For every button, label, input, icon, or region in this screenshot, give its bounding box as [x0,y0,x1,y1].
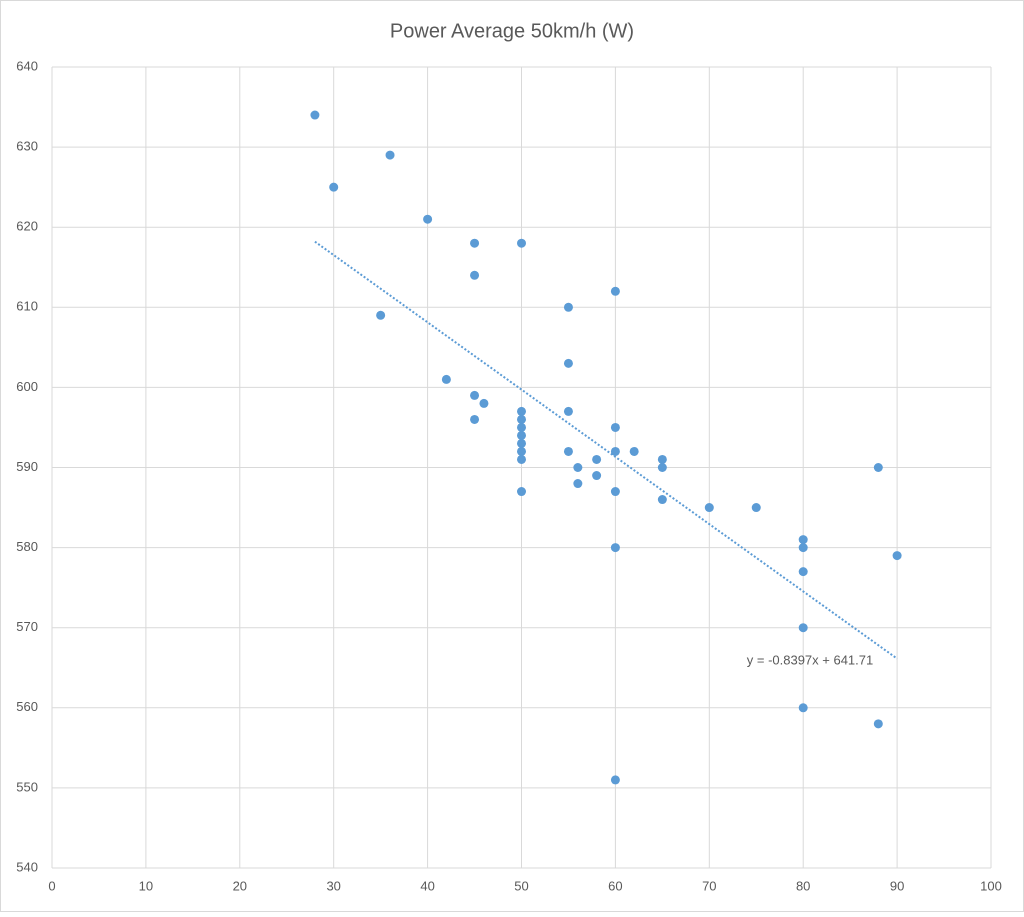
point [573,463,583,472]
point [592,454,602,464]
point [563,406,573,416]
y-tick-label: 540 [16,859,38,874]
y-tick-label: 550 [16,779,38,794]
trendline-label: y = -0.8397x + 641.71 [747,652,873,667]
y-tick-label: 570 [16,619,38,634]
point [563,358,573,368]
x-tick-label: 100 [980,878,1002,893]
point [385,150,395,160]
point [798,703,808,713]
trendline [314,240,898,660]
point [470,270,480,280]
point [610,422,620,432]
point [798,567,808,577]
y-tick-label: 580 [16,539,38,554]
point [873,463,883,472]
point [329,182,339,192]
point [517,446,526,456]
point [310,110,320,120]
x-tick-label: 50 [514,878,528,893]
point [517,414,526,424]
x-tick-label: 10 [139,878,153,893]
y-tick-label: 640 [16,58,38,73]
point [657,495,667,505]
point [704,503,714,513]
point [610,446,620,456]
point [610,543,620,553]
point [563,302,573,312]
x-tick-label: 90 [890,878,904,893]
point [573,479,583,489]
point [423,214,433,224]
point [376,310,386,320]
point [563,446,573,456]
point [441,374,451,384]
x-tick-label: 20 [233,878,247,893]
point [629,446,639,456]
point [517,422,526,432]
x-tick-label: 0 [48,878,55,893]
point [892,551,902,561]
point [470,390,480,400]
point [517,454,526,464]
point [798,535,808,545]
x-tick-label: 70 [702,878,716,893]
chart-title: Power Average 50km/h (W) [390,20,634,42]
point [610,775,620,785]
point [517,487,526,497]
point [873,719,883,729]
point [610,286,620,296]
point [517,238,526,248]
x-tick-label: 30 [326,878,340,893]
point [517,438,526,448]
point [657,463,667,472]
x-tick-label: 80 [796,878,810,893]
point [517,430,526,440]
point [798,543,808,553]
y-tick-label: 620 [16,219,38,234]
y-tick-label: 560 [16,699,38,714]
y-tick-label: 600 [16,379,38,394]
point [517,406,526,416]
x-tick-label: 60 [608,878,622,893]
y-tick-label: 610 [16,299,38,314]
point [657,454,667,464]
y-tick-label: 590 [16,459,38,474]
point [592,471,602,481]
point [479,398,489,408]
point [470,414,480,424]
point [470,238,480,248]
y-tick-label: 630 [16,139,38,154]
x-tick-label: 40 [420,878,434,893]
point [751,503,761,513]
point [798,623,808,633]
point [610,487,620,497]
